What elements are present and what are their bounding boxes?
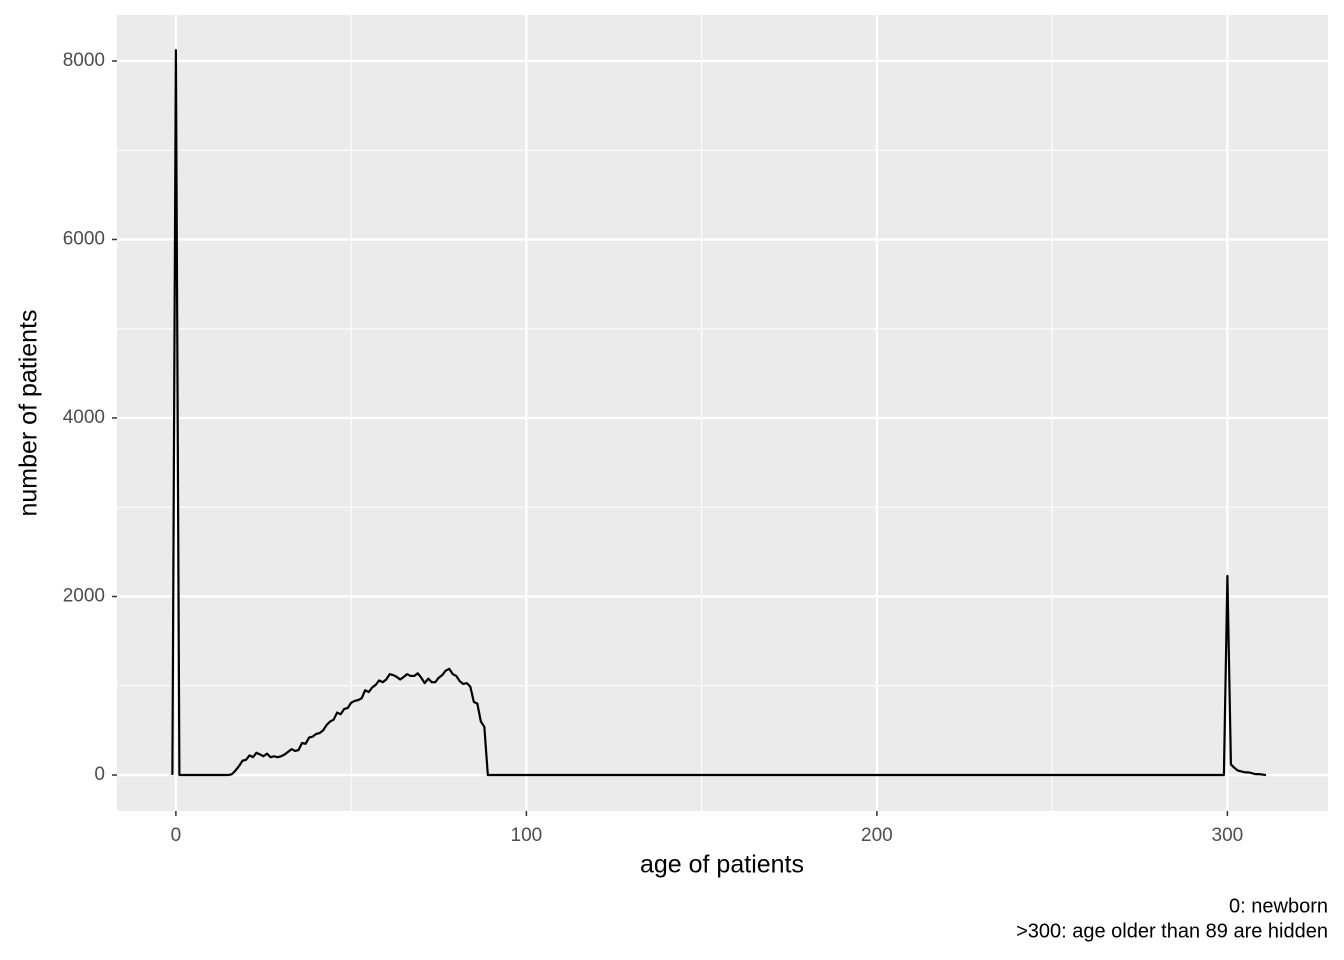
x-tick-label: 0	[171, 825, 182, 846]
marks	[171, 49, 1267, 777]
x-axis-title: age of patients	[640, 851, 804, 879]
caption: 0: newborn	[1229, 895, 1328, 917]
y-axis-title: number of patients	[15, 309, 43, 516]
grid	[117, 15, 1328, 811]
y-tick-label: 6000	[63, 228, 105, 249]
caption: >300: age older than 89 are hidden	[1016, 920, 1328, 942]
panel	[117, 15, 1328, 811]
data-line	[171, 49, 1267, 777]
y-tick-label: 8000	[63, 50, 105, 71]
y-tick-label: 0	[94, 764, 105, 785]
y-tick-label: 4000	[63, 407, 105, 428]
y-tick-label: 2000	[63, 586, 105, 607]
x-tick-label: 200	[861, 825, 893, 846]
x-tick-label: 100	[511, 825, 543, 846]
x-tick-label: 300	[1212, 825, 1244, 846]
